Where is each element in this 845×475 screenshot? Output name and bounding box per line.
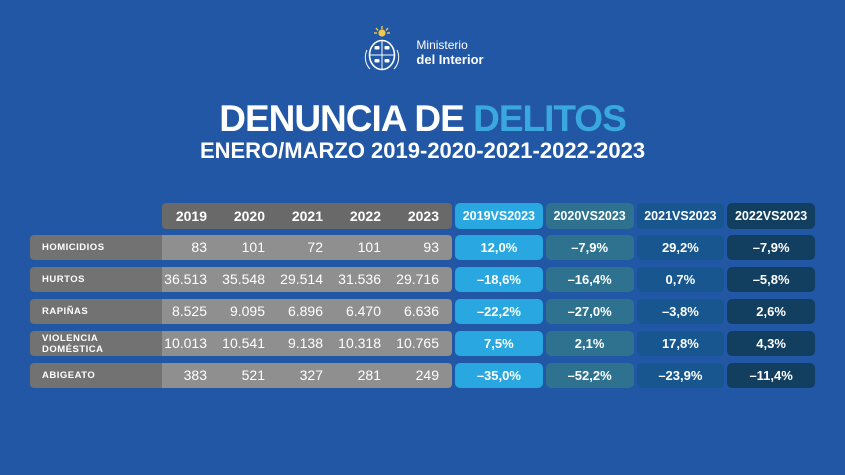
value-cell: 249 xyxy=(415,367,439,383)
year-header-bar: 2019 2020 2021 2022 2023 xyxy=(162,203,452,229)
comparison-cell: –11,4% xyxy=(727,363,815,388)
ministry-name-line2: del Interior xyxy=(416,51,484,67)
row-label: VIOLENCIA DOMÉSTICA xyxy=(30,331,162,356)
value-cell: 9.138 xyxy=(287,335,323,351)
uruguay-coat-of-arms-icon xyxy=(361,26,403,79)
page-title-accent: DELITOS xyxy=(473,98,627,139)
comparison-cell: 17,8% xyxy=(636,331,725,356)
value-cell: 36.513 xyxy=(164,271,207,287)
values-bar: 10.013 10.541 9.138 10.318 10.765 xyxy=(162,331,452,356)
value-cell: 6.470 xyxy=(345,303,381,319)
header-label-spacer xyxy=(30,203,162,229)
table-row-rapinas: RAPIÑAS 8.525 9.095 6.896 6.470 6.636 –2… xyxy=(30,299,815,324)
comparison-cell: –23,9% xyxy=(636,363,725,388)
values-bar: 36.513 35.548 29.514 31.536 29.716 xyxy=(162,267,452,292)
page-subtitle: ENERO/MARZO 2019-2020-2021-2022-2023 xyxy=(199,138,646,163)
comparison-header-2022vs2023: 2022VS2023 xyxy=(727,203,815,229)
value-cell: 8.525 xyxy=(171,303,207,319)
value-cell: 281 xyxy=(357,367,381,383)
page-title: DENUNCIA DE DELITOS xyxy=(0,98,845,140)
ministry-name-line1: Ministerio xyxy=(416,37,468,52)
table-row-homicidios: HOMICIDIOS 83 101 72 101 93 12,0% –7,9% … xyxy=(30,235,815,260)
page-title-white: DENUNCIA DE xyxy=(219,98,465,139)
value-cell: 31.536 xyxy=(338,271,381,287)
value-cell: 72 xyxy=(307,239,323,255)
comparison-cell: 12,0% xyxy=(455,235,543,260)
value-cell: 35.548 xyxy=(222,271,265,287)
comparison-cell: –18,6% xyxy=(455,267,543,292)
year-header-2022: 2022 xyxy=(349,208,381,224)
values-bar: 8.525 9.095 6.896 6.470 6.636 xyxy=(162,299,452,324)
value-cell: 9.095 xyxy=(229,303,265,319)
value-cell: 29.514 xyxy=(280,271,323,287)
comparison-cell: –7,9% xyxy=(545,235,634,260)
crime-table: 2019 2020 2021 2022 2023 2019VS2023 2020… xyxy=(30,203,815,395)
year-header-2019: 2019 xyxy=(175,208,207,224)
table-header-row: 2019 2020 2021 2022 2023 2019VS2023 2020… xyxy=(30,203,815,229)
year-header-2023: 2023 xyxy=(407,208,439,224)
comparison-header-2020vs2023: 2020VS2023 xyxy=(545,203,634,229)
comparison-cell: 4,3% xyxy=(727,331,815,356)
value-cell: 101 xyxy=(241,239,265,255)
year-header-2021: 2021 xyxy=(291,208,323,224)
comparison-cell: –22,2% xyxy=(455,299,543,324)
value-cell: 521 xyxy=(241,367,265,383)
comparison-cell: –27,0% xyxy=(545,299,634,324)
table-row-abigeato: ABIGEATO 383 521 327 281 249 –35,0% –52,… xyxy=(30,363,815,388)
comparison-cell: –5,8% xyxy=(727,267,815,292)
ministry-name: Ministerio del Interior xyxy=(416,38,483,68)
comparison-cell: –16,4% xyxy=(545,267,634,292)
comparison-cell: 29,2% xyxy=(636,235,725,260)
row-label: RAPIÑAS xyxy=(30,299,162,324)
comparison-cell: 2,6% xyxy=(727,299,815,324)
comparison-cell: –3,8% xyxy=(636,299,725,324)
comparison-cell: –7,9% xyxy=(727,235,815,260)
value-cell: 6.636 xyxy=(403,303,439,319)
comparison-cell: –52,2% xyxy=(545,363,634,388)
value-cell: 10.318 xyxy=(338,335,381,351)
value-cell: 29.716 xyxy=(396,271,439,287)
row-label: ABIGEATO xyxy=(30,363,162,388)
value-cell: 6.896 xyxy=(287,303,323,319)
comparison-header-2019vs2023: 2019VS2023 xyxy=(455,203,543,229)
comparison-cell: 7,5% xyxy=(455,331,543,356)
comparison-cell: –35,0% xyxy=(455,363,543,388)
value-cell: 10.541 xyxy=(222,335,265,351)
row-label: HURTOS xyxy=(30,267,162,292)
value-cell: 10.013 xyxy=(164,335,207,351)
year-header-2020: 2020 xyxy=(233,208,265,224)
ministry-logo: Ministerio del Interior xyxy=(0,26,845,79)
values-bar: 83 101 72 101 93 xyxy=(162,235,452,260)
value-cell: 101 xyxy=(357,239,381,255)
value-cell: 383 xyxy=(183,367,207,383)
values-bar: 383 521 327 281 249 xyxy=(162,363,452,388)
value-cell: 93 xyxy=(423,239,439,255)
table-row-hurtos: HURTOS 36.513 35.548 29.514 31.536 29.71… xyxy=(30,267,815,292)
comparison-cell: 2,1% xyxy=(545,331,634,356)
value-cell: 327 xyxy=(299,367,323,383)
row-label: HOMICIDIOS xyxy=(30,235,162,260)
table-row-violencia-domestica: VIOLENCIA DOMÉSTICA 10.013 10.541 9.138 … xyxy=(30,331,815,356)
value-cell: 10.765 xyxy=(396,335,439,351)
comparison-header-2021vs2023: 2021VS2023 xyxy=(636,203,725,229)
value-cell: 83 xyxy=(191,239,207,255)
comparison-cell: 0,7% xyxy=(636,267,725,292)
